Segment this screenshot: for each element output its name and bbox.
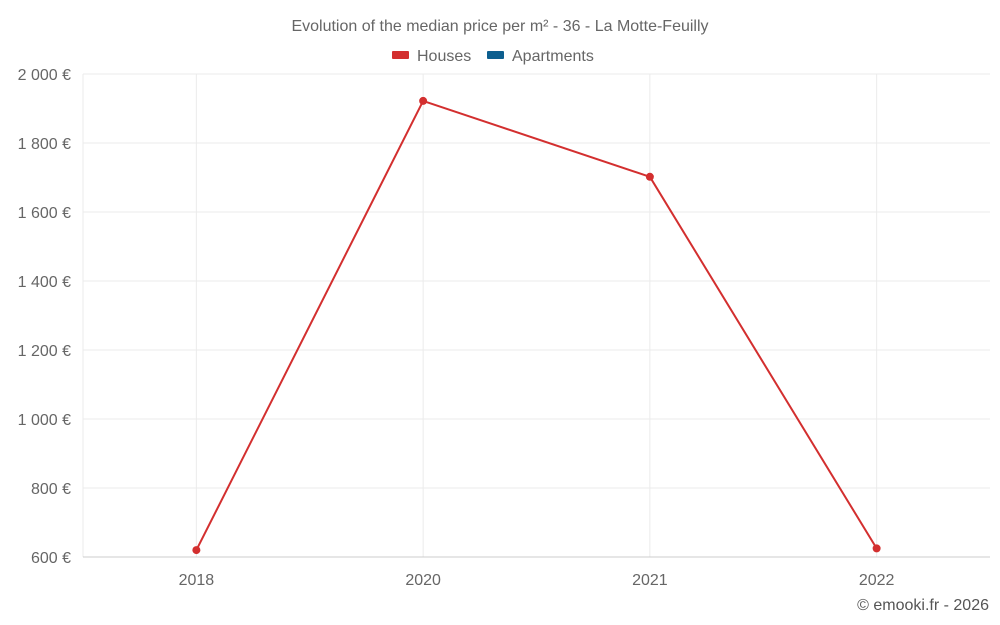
legend-label-houses: Houses <box>417 48 471 65</box>
y-tick-label: 1 800 € <box>18 136 71 153</box>
legend-label-apartments: Apartments <box>512 48 594 65</box>
x-tick-label: 2020 <box>405 572 441 589</box>
series-line-houses <box>195 99 878 551</box>
data-point-houses-2022[interactable] <box>872 544 881 553</box>
x-tick-label: 2018 <box>179 572 215 589</box>
credit-text: © emooki.fr - 2026 <box>857 597 989 614</box>
y-tick-label: 2 000 € <box>18 67 71 84</box>
legend-swatch-apartments <box>487 51 504 59</box>
y-tick-label: 800 € <box>31 481 71 498</box>
y-tick-label: 1 400 € <box>18 274 71 291</box>
legend-item-houses[interactable]: Houses <box>392 48 471 65</box>
x-tick-label: 2021 <box>632 572 668 589</box>
legend-swatch-houses <box>392 51 409 59</box>
data-point-houses-2021[interactable] <box>645 172 654 181</box>
x-tick-label: 2022 <box>859 572 895 589</box>
series-layer <box>192 96 881 555</box>
data-point-houses-2020[interactable] <box>419 96 428 105</box>
y-tick-label: 1 600 € <box>18 205 71 222</box>
grid-layer <box>82 73 990 557</box>
y-tick-label: 600 € <box>31 550 71 567</box>
y-tick-label: 1 000 € <box>18 412 71 429</box>
legend-item-apartments[interactable]: Apartments <box>487 48 594 65</box>
axis-layer: 600 € 800 € 1 000 € 1 200 € 1 400 € 1 600 € 1 … <box>18 67 990 589</box>
data-point-houses-2018[interactable] <box>192 546 201 555</box>
legend: Houses Apartments <box>392 48 594 65</box>
y-tick-label: 1 200 € <box>18 343 71 360</box>
chart-title: Evolution of the median price per m² - 3… <box>291 18 708 35</box>
